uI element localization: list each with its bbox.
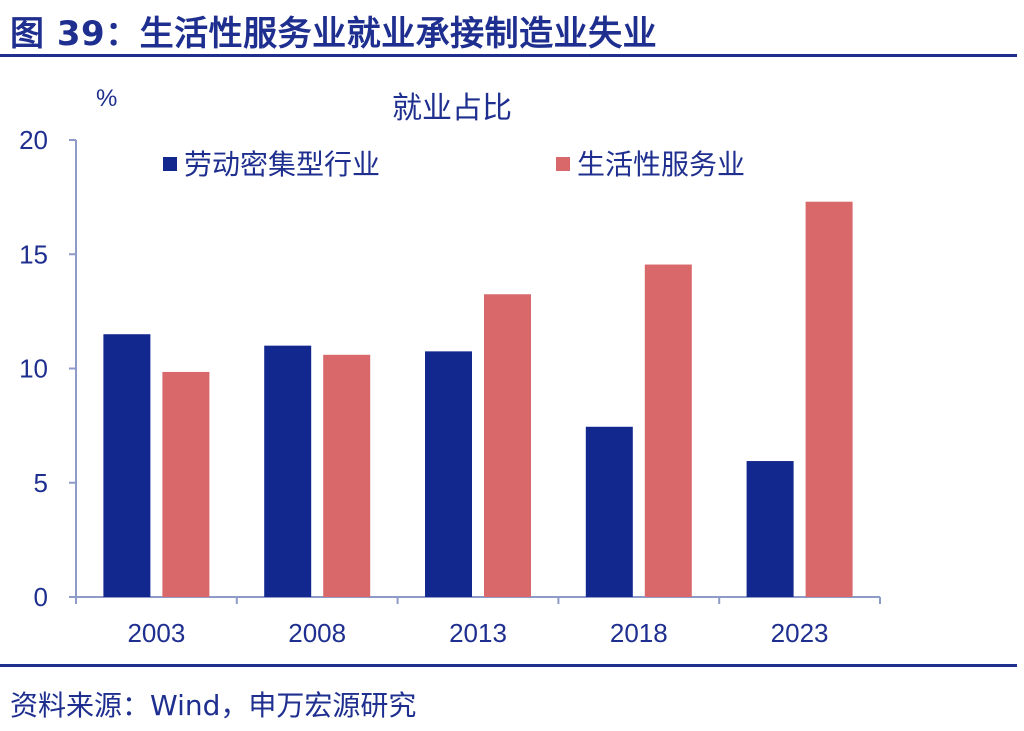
bar-series-2-2018 — [644, 264, 692, 597]
title-divider — [0, 54, 1017, 57]
x-tick-label: 2008 — [288, 618, 346, 648]
bar-series-1-2008 — [264, 345, 312, 597]
bar-series-2-2008 — [323, 354, 371, 597]
x-tick-label: 2013 — [449, 618, 507, 648]
x-tick-label: 2003 — [127, 618, 185, 648]
axes — [69, 139, 881, 604]
chart-title: 就业占比 — [392, 91, 512, 126]
bar-chart: % 就业占比 劳动密集型行业 生活性服务业 0 5 10 15 20 2003 2008 20… — [19, 85, 881, 648]
bar-series-2-2013 — [484, 294, 531, 597]
bar-series-1-2013 — [425, 351, 472, 597]
y-tick-label: 0 — [34, 582, 48, 612]
y-tick-label: 20 — [19, 125, 48, 155]
legend: 劳动密集型行业 生活性服务业 — [163, 148, 745, 181]
footer-divider — [0, 664, 1017, 667]
bar-series-2-2023 — [805, 201, 853, 597]
legend-label-series-1: 劳动密集型行业 — [184, 148, 380, 181]
x-tick-label: 2023 — [771, 618, 829, 648]
bar-series-1-2003 — [103, 334, 151, 597]
source-note: 资料来源：Wind，申万宏源研究 — [10, 689, 417, 722]
bar-series-1-2023 — [746, 461, 794, 597]
legend-swatch-series-2 — [556, 157, 570, 171]
bar-series-1-2018 — [585, 426, 633, 597]
tick-labels: 0 5 10 15 20 2003 2008 2013 2018 2023 — [19, 125, 828, 648]
legend-label-series-2: 生活性服务业 — [577, 148, 745, 181]
x-tick-label: 2018 — [610, 618, 668, 648]
y-tick-label: 5 — [34, 468, 48, 498]
figure-title: 图 39：生活性服务业就业承接制造业失业 — [10, 14, 658, 54]
legend-swatch-series-1 — [163, 157, 177, 171]
y-tick-label: 15 — [19, 239, 48, 269]
y-tick-label: 10 — [19, 354, 48, 384]
bars — [103, 201, 853, 597]
y-axis-unit-label: % — [96, 85, 117, 112]
bar-series-2-2003 — [162, 371, 210, 597]
